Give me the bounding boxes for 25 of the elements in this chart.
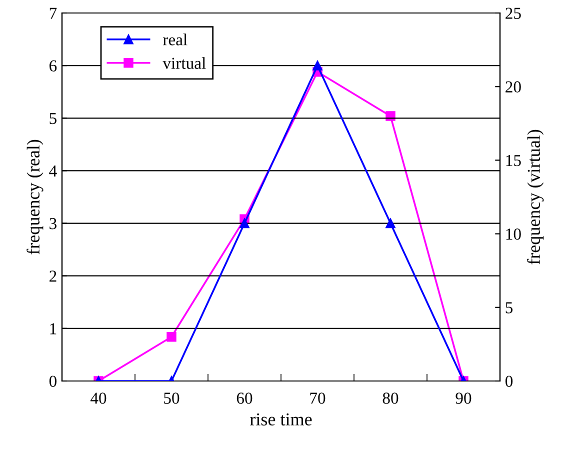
legend-label: virtual xyxy=(162,57,206,69)
y2-tick-label: 0 xyxy=(505,376,513,387)
legend-label: real xyxy=(162,34,188,46)
y-axis-title: frequency (real) xyxy=(26,140,44,254)
x-tick-label: 80 xyxy=(382,392,398,404)
x-axis-title: rise time xyxy=(250,413,312,426)
x-tick-label: 90 xyxy=(456,392,472,404)
y-tick-label: 3 xyxy=(50,218,56,230)
y2-axis-title: frequency (virtual) xyxy=(527,130,544,264)
y-tick-label: 5 xyxy=(50,113,56,124)
y2-tick-label: 15 xyxy=(506,154,521,166)
y-tick-label: 4 xyxy=(49,166,57,176)
y-tick-label: 2 xyxy=(50,270,56,282)
y-tick-label: 7 xyxy=(50,8,57,19)
x-tick-label: 40 xyxy=(90,392,106,404)
y-tick-label: 0 xyxy=(49,376,57,387)
x-tick-label: 70 xyxy=(310,392,326,404)
y2-tick-label: 5 xyxy=(506,302,513,314)
x-tick-label: 60 xyxy=(236,392,252,404)
y2-tick-label: 20 xyxy=(506,81,521,93)
y2-tick-label: 10 xyxy=(506,228,521,240)
y-tick-label: 6 xyxy=(50,60,57,72)
y-tick-label: 1 xyxy=(50,323,56,334)
y2-tick-label: 25 xyxy=(506,8,521,19)
x-tick-label: 50 xyxy=(164,392,180,404)
